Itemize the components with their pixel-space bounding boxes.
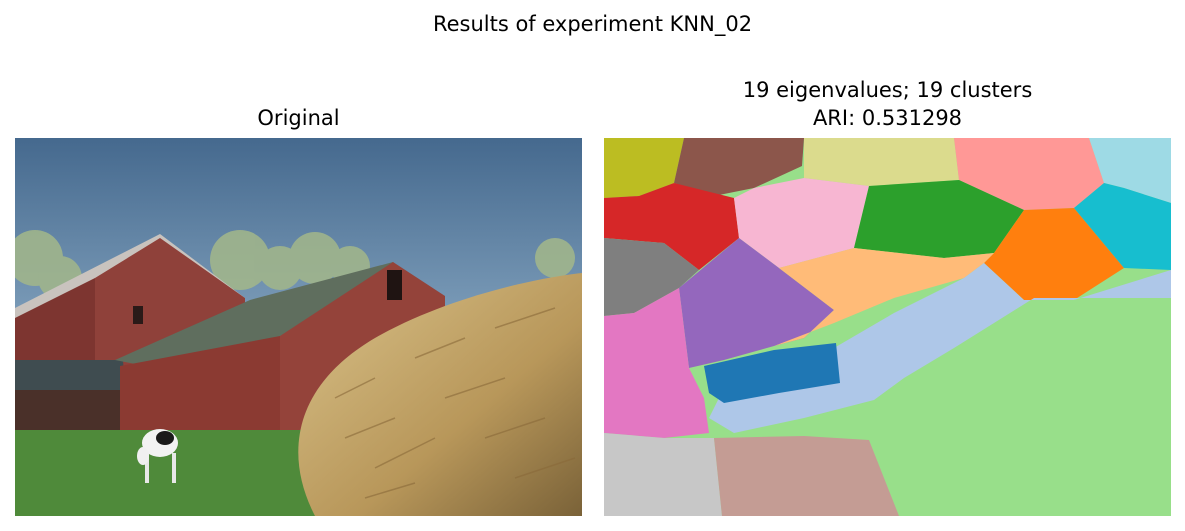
segment-lightblue — [709, 263, 1171, 433]
segment-brown — [674, 138, 804, 196]
hay-texture — [334, 307, 576, 499]
segmentation-title-line2: ARI: 0.531298 — [812, 106, 963, 130]
right-barn-roof — [115, 262, 430, 366]
segment-purple — [679, 238, 834, 368]
segment-blue — [704, 343, 840, 403]
left-barn-window — [133, 306, 143, 324]
shed-wall — [15, 390, 120, 430]
segment-green — [854, 180, 1024, 258]
segmentation-image-svg — [604, 138, 1171, 516]
cow — [137, 429, 178, 483]
segmentation-image — [604, 138, 1171, 516]
original-image — [15, 138, 582, 516]
grass — [15, 423, 345, 516]
right-barn-loft-door — [387, 270, 402, 300]
segment-red — [604, 183, 739, 270]
segment-khaki — [804, 138, 959, 186]
segment-olive — [604, 138, 684, 198]
segmentation-title-line1: 19 eigenvalues; 19 clusters — [742, 78, 1033, 102]
figure-suptitle: Results of experiment KNN_02 — [432, 12, 753, 36]
original-image-svg — [15, 138, 582, 516]
segment-cyan — [1074, 183, 1171, 270]
segment-rosybrown — [714, 436, 899, 516]
segment-lightcyan — [1089, 138, 1171, 203]
hay-bale — [298, 273, 582, 516]
segment-peach — [774, 248, 994, 346]
segment-gray — [604, 238, 699, 316]
original-image-title: Original — [257, 106, 340, 130]
segment-salmon — [954, 138, 1104, 210]
segment-orange — [984, 208, 1124, 300]
segment-pink — [734, 178, 869, 268]
right-barn-wall — [120, 336, 280, 430]
segment-magenta — [604, 288, 709, 438]
segmentation-title: 19 eigenvalues; 19 clusters ARI: 0.53129… — [604, 76, 1171, 132]
shed-roof — [15, 360, 125, 390]
segment-lightgray — [604, 433, 722, 516]
